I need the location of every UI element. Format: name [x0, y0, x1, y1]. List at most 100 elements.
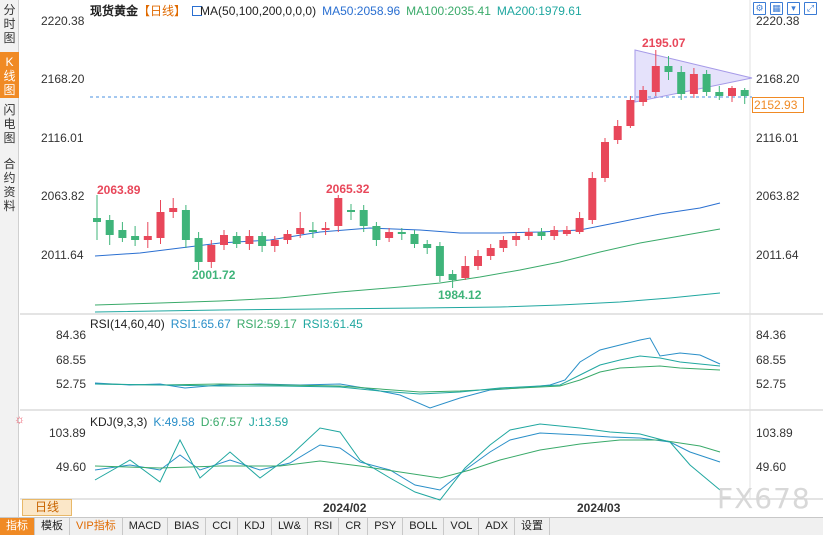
- candle-body: [181, 210, 190, 240]
- chart-area[interactable]: 现货黄金【日线】 MA(50,100,200,0,0,0) MA50:2058.96…: [14, 0, 823, 517]
- candle-body: [232, 236, 241, 244]
- kdj-settings-icon[interactable]: ☼: [14, 412, 25, 426]
- tab-timeshare[interactable]: 分时图: [3, 3, 16, 45]
- candle-body: [486, 248, 495, 256]
- symbol-name: 现货黄金: [90, 4, 139, 18]
- candle-body: [664, 66, 673, 72]
- kdj-k-value: K:49.58: [153, 415, 195, 429]
- candle-body: [220, 235, 228, 245]
- kdj-d-value: D:67.57: [200, 415, 243, 429]
- candle-body: [359, 210, 368, 226]
- price-axis-left-1: 2168.20: [41, 72, 85, 86]
- candle-body: [385, 232, 394, 238]
- watermark: FX678: [717, 482, 811, 515]
- tab-vip-indicator[interactable]: VIP指标: [70, 518, 123, 535]
- candle-body: [143, 236, 152, 240]
- tab-adx[interactable]: ADX: [479, 518, 515, 535]
- rsi-axis-left-2: 52.75: [56, 377, 87, 391]
- price-axis-left-3: 2063.82: [41, 189, 85, 203]
- kdj-axis-right-0: 103.89: [756, 426, 793, 440]
- ma200-value: MA200:1979.61: [496, 4, 582, 18]
- candle-body: [410, 234, 419, 244]
- annotation-low2: 1984.12: [438, 288, 482, 302]
- grid-icon[interactable]: ▦: [770, 2, 783, 15]
- ma100-line: [94, 228, 721, 306]
- kdj-j-value: J:13.59: [248, 415, 289, 429]
- tab-contract-info[interactable]: 合约资料: [3, 157, 16, 213]
- candle-body: [499, 240, 508, 248]
- candle-body: [626, 100, 635, 126]
- tab-psy[interactable]: PSY: [368, 518, 404, 535]
- tab-indicator[interactable]: 指标: [0, 518, 35, 535]
- ma50-value: MA50:2058.96: [322, 4, 401, 18]
- price-axis-right-1: 2168.20: [756, 72, 800, 86]
- price-axis-right-2: 2116.01: [756, 131, 799, 145]
- candle-body: [131, 236, 140, 240]
- rsi-axis-left-1: 68.55: [56, 353, 87, 367]
- candle-body: [283, 234, 292, 240]
- kdj-j-line: [94, 423, 721, 501]
- candle-body: [461, 266, 470, 278]
- candle-body: [334, 198, 343, 226]
- annotation-high2: 2065.32: [326, 182, 370, 196]
- price-axis-left-2: 2116.01: [41, 131, 84, 145]
- rsi3-value: RSI3:61.45: [302, 317, 363, 331]
- tab-bias[interactable]: BIAS: [168, 518, 207, 535]
- tab-rsi[interactable]: RSI: [308, 518, 340, 535]
- expand-icon[interactable]: ⤢: [804, 2, 817, 15]
- period-label: 【日线】: [138, 4, 187, 18]
- tab-lightning[interactable]: 闪电图: [3, 103, 16, 145]
- candle-body: [194, 238, 203, 262]
- price-axis-right-3: 2063.82: [756, 189, 800, 203]
- annotation-low1: 2001.72: [192, 268, 236, 282]
- rsi2-line: [94, 365, 721, 393]
- price-axis-left-0: 2220.38: [41, 14, 85, 28]
- price-axis-left-4: 2011.64: [41, 248, 84, 262]
- rsi2-value: RSI2:59.17: [236, 317, 297, 331]
- candle-body: [689, 74, 698, 94]
- download-icon[interactable]: ▾: [787, 2, 800, 15]
- rsi-axis-right-0: 84.36: [756, 328, 787, 342]
- tab-kdj[interactable]: KDJ: [238, 518, 272, 535]
- candle-body: [512, 236, 521, 240]
- tab-vol[interactable]: VOL: [444, 518, 480, 535]
- ma100-value: MA100:2035.41: [406, 4, 491, 18]
- candle-body: [245, 236, 254, 244]
- tab-cr[interactable]: CR: [339, 518, 369, 535]
- tab-lw[interactable]: LW&: [272, 518, 308, 535]
- price-axis-right-4: 2011.64: [756, 248, 799, 262]
- tab-settings[interactable]: 设置: [515, 518, 550, 535]
- current-price-tag: 2152.93: [752, 97, 804, 113]
- candle-body: [550, 230, 559, 236]
- candle-body: [562, 230, 571, 234]
- period-selector[interactable]: 日线: [22, 499, 72, 516]
- tab-macd[interactable]: MACD: [123, 518, 169, 535]
- kdj-axis-right-1: 49.60: [756, 460, 787, 474]
- candle-body: [118, 230, 127, 238]
- candle-body: [575, 218, 584, 232]
- main-legend: 现货黄金【日线】 MA(50,100,200,0,0,0) MA50:2058.96…: [90, 2, 588, 19]
- candle-body: [93, 218, 101, 222]
- tab-boll[interactable]: BOLL: [403, 518, 445, 535]
- price-axis-right-0: 2220.38: [756, 14, 800, 28]
- settings-icon[interactable]: ⚙: [753, 2, 766, 15]
- indicator-bar: 指标 模板 VIP指标 MACD BIAS CCI KDJ LW& RSI CR…: [0, 517, 823, 535]
- tab-cci[interactable]: CCI: [206, 518, 239, 535]
- candle-body: [347, 210, 355, 212]
- kdj-d-line: [94, 439, 721, 479]
- annotation-high1: 2063.89: [97, 183, 141, 197]
- rsi1-line: [94, 337, 721, 409]
- candle-body: [702, 74, 711, 92]
- kdj-axis-left-0: 103.89: [49, 426, 86, 440]
- time-axis-0: 2024/02: [323, 501, 367, 515]
- candle-body: [258, 236, 267, 246]
- rsi3-line: [94, 355, 721, 395]
- candle-body: [448, 274, 457, 280]
- candle-body: [651, 66, 660, 92]
- candle-body: [308, 230, 317, 232]
- tab-kline[interactable]: K线图: [0, 52, 19, 98]
- tab-template[interactable]: 模板: [35, 518, 70, 535]
- candlestick-chart[interactable]: [20, 0, 823, 517]
- candle-body: [423, 244, 432, 248]
- candle-body: [435, 246, 444, 276]
